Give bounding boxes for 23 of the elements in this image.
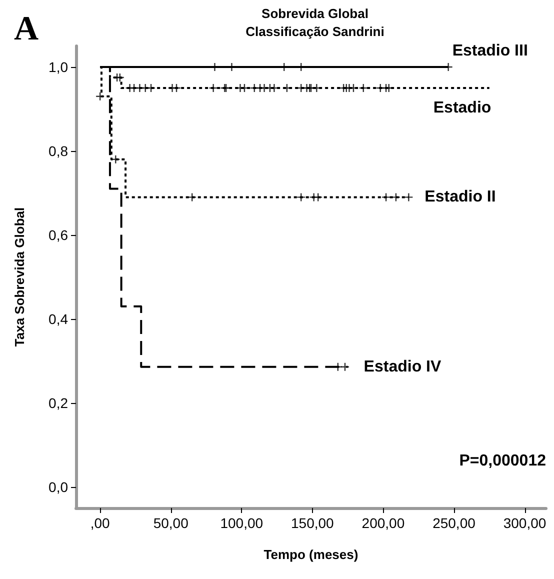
chart-subtitle: Classificação Sandrini <box>246 24 384 39</box>
x-tick-label: 300,00 <box>503 515 546 531</box>
text: A <box>14 10 39 48</box>
series-label: Estadio <box>433 100 492 116</box>
series-label: Estadio IV <box>364 358 442 376</box>
x-tick-label: ,00 <box>90 515 110 531</box>
y-tick-label: 0,2 <box>48 395 68 411</box>
x-tick-label: 150,00 <box>291 515 334 531</box>
y-tick-label: 0,4 <box>48 311 68 327</box>
x-tick-label: 50,00 <box>153 515 189 531</box>
series-label: Estadio II <box>424 188 496 206</box>
y-tick-label: 0,8 <box>48 143 68 159</box>
y-tick-label: 0,0 <box>48 479 68 495</box>
y-tick-label: 1,0 <box>48 59 68 75</box>
series-label: Estadio III <box>452 42 528 60</box>
x-tick-label: 100,00 <box>220 515 264 531</box>
y-tick-label: 0,6 <box>48 227 68 243</box>
x-tick-label: 200,00 <box>362 515 405 531</box>
annotation: P=0,000012 <box>459 452 546 470</box>
x-tick-label: 250,00 <box>432 515 476 531</box>
y-axis-title: Taxa Sobrevida Global <box>12 207 27 347</box>
x-axis-title: Tempo (meses) <box>264 547 358 562</box>
chart-title: Sobrevida Global <box>262 6 368 21</box>
